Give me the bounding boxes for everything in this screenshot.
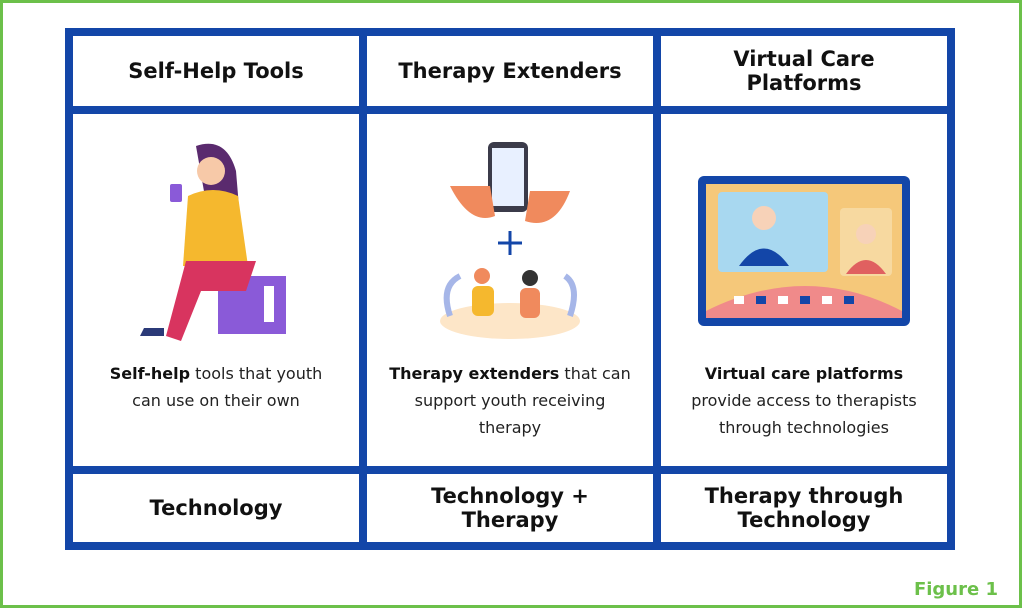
description-bold: Virtual care platforms xyxy=(704,364,904,383)
column-footer: Technology + Therapy xyxy=(367,474,653,542)
virtual-care-illustration xyxy=(698,176,910,326)
description-text: that can support youth receiving therapy xyxy=(414,364,631,437)
column-body: Self-help tools that youth can use on th… xyxy=(73,114,359,466)
figure-caption: Figure 1 xyxy=(913,579,998,600)
description-text: tools that youth can use on their own xyxy=(132,364,323,410)
description-bold: Self-help xyxy=(109,364,191,383)
description-text: provide access to therapists through tec… xyxy=(691,391,917,437)
column-header: Therapy Extenders xyxy=(367,36,653,106)
column-body: Virtual care platforms provide access to… xyxy=(661,114,947,466)
description: Virtual care platforms provide access to… xyxy=(661,360,947,441)
column-body: Therapy extenders that can support youth… xyxy=(367,114,653,466)
description: Self-help tools that youth can use on th… xyxy=(73,360,359,414)
comparison-table: Self-Help Tools Therapy Extenders Virtua… xyxy=(65,28,955,550)
description: Therapy extenders that can support youth… xyxy=(367,360,653,441)
column-header: Virtual Care Platforms xyxy=(661,36,947,106)
description-bold: Therapy extenders xyxy=(389,364,560,383)
column-header: Self-Help Tools xyxy=(73,36,359,106)
self-help-illustration xyxy=(140,143,286,341)
column-footer: Therapy through Technology xyxy=(661,474,947,542)
column-footer: Technology xyxy=(73,474,359,542)
therapy-extender-illustration xyxy=(440,142,580,339)
